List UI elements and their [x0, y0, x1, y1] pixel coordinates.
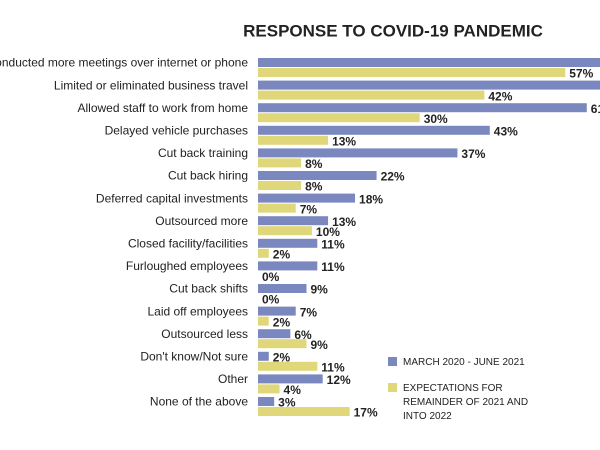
value-label: 17% — [354, 406, 378, 420]
bar — [258, 113, 420, 123]
value-label: 8% — [305, 157, 323, 171]
value-label: 13% — [332, 215, 356, 229]
category-label: Allowed staff to work from home — [77, 101, 248, 115]
bar — [258, 103, 587, 113]
category-label: Cut back shifts — [169, 282, 248, 296]
bar — [258, 339, 307, 349]
category-label: Furloughed employees — [126, 259, 248, 273]
bar — [258, 248, 269, 258]
legend-swatch — [388, 383, 397, 392]
value-label: 7% — [300, 305, 318, 319]
value-label: 13% — [332, 134, 356, 148]
bar — [258, 351, 269, 361]
chart-title: RESPONSE TO COVID-19 PANDEMIC — [243, 21, 543, 40]
category-label: None of the above — [150, 395, 248, 409]
value-label: 22% — [381, 170, 405, 184]
category-label: Don't know/Not sure — [140, 349, 248, 363]
value-label: 9% — [311, 338, 329, 352]
value-label: 11% — [321, 360, 345, 374]
category-label: Conducted more meetings over internet or… — [0, 56, 248, 70]
value-label: 18% — [359, 192, 383, 206]
legend-swatch — [388, 357, 397, 366]
bar — [258, 148, 458, 158]
value-label: 3% — [278, 396, 296, 410]
value-label: 8% — [305, 180, 323, 194]
category-label: Outsourced less — [161, 327, 248, 341]
bar — [258, 90, 485, 100]
category-label: Cut back hiring — [168, 169, 248, 183]
bar — [258, 203, 296, 213]
category-label: Limited or eliminated business travel — [54, 78, 248, 92]
value-label: 2% — [273, 247, 291, 261]
bar — [258, 407, 350, 416]
bar — [258, 238, 318, 248]
category-label: Closed facility/facilities — [128, 236, 248, 250]
value-label: 57% — [569, 67, 593, 81]
value-label: 6% — [294, 328, 312, 342]
value-label: 30% — [424, 112, 448, 126]
bar — [258, 171, 377, 180]
legend: MARCH 2020 - JUNE 2021 EXPECTATIONS FOR R… — [388, 356, 588, 436]
value-label: 11% — [321, 237, 345, 251]
bar — [258, 58, 600, 67]
bar — [258, 135, 329, 145]
bar — [258, 80, 600, 90]
bar — [258, 384, 280, 394]
value-label: 2% — [273, 315, 291, 329]
legend-label: MARCH 2020 - JUNE 2021 — [403, 357, 525, 368]
bar — [258, 216, 329, 226]
value-label: 2% — [273, 350, 291, 364]
value-label: 0% — [262, 293, 280, 307]
category-label: Laid off employees — [147, 304, 248, 318]
legend-label: EXPECTATIONS FOR REMAINDER OF 2021 AND I… — [403, 383, 529, 422]
value-label: 0% — [262, 270, 280, 284]
value-label: 4% — [284, 383, 302, 397]
value-label: 10% — [316, 225, 340, 239]
bar — [258, 158, 302, 168]
bar — [258, 329, 291, 339]
bar — [258, 181, 302, 190]
bar — [258, 193, 356, 203]
value-label: 42% — [488, 89, 512, 103]
bar — [258, 284, 307, 293]
legend-item: MARCH 2020 - JUNE 2021 — [388, 356, 588, 370]
value-label: 61% — [591, 102, 600, 116]
bar — [258, 125, 490, 135]
bar — [258, 316, 269, 326]
bar — [258, 306, 296, 316]
bar — [258, 361, 318, 371]
legend-item: EXPECTATIONS FOR REMAINDER OF 2021 AND I… — [388, 382, 588, 424]
bar — [258, 374, 323, 384]
category-label: Outsourced more — [155, 214, 248, 228]
value-label: 37% — [461, 147, 485, 161]
category-label: Deferred capital investments — [96, 191, 248, 205]
value-label: 43% — [494, 124, 518, 138]
value-label: 9% — [311, 283, 329, 297]
category-label: Delayed vehicle purchases — [105, 123, 248, 137]
bar — [258, 261, 318, 271]
bar — [258, 226, 312, 236]
category-label: Other — [218, 372, 248, 386]
value-label: 12% — [327, 373, 351, 387]
value-label: 7% — [300, 202, 318, 216]
bar — [258, 68, 566, 77]
bar — [258, 397, 275, 406]
category-label: Cut back training — [158, 146, 248, 160]
value-label: 11% — [321, 260, 345, 274]
